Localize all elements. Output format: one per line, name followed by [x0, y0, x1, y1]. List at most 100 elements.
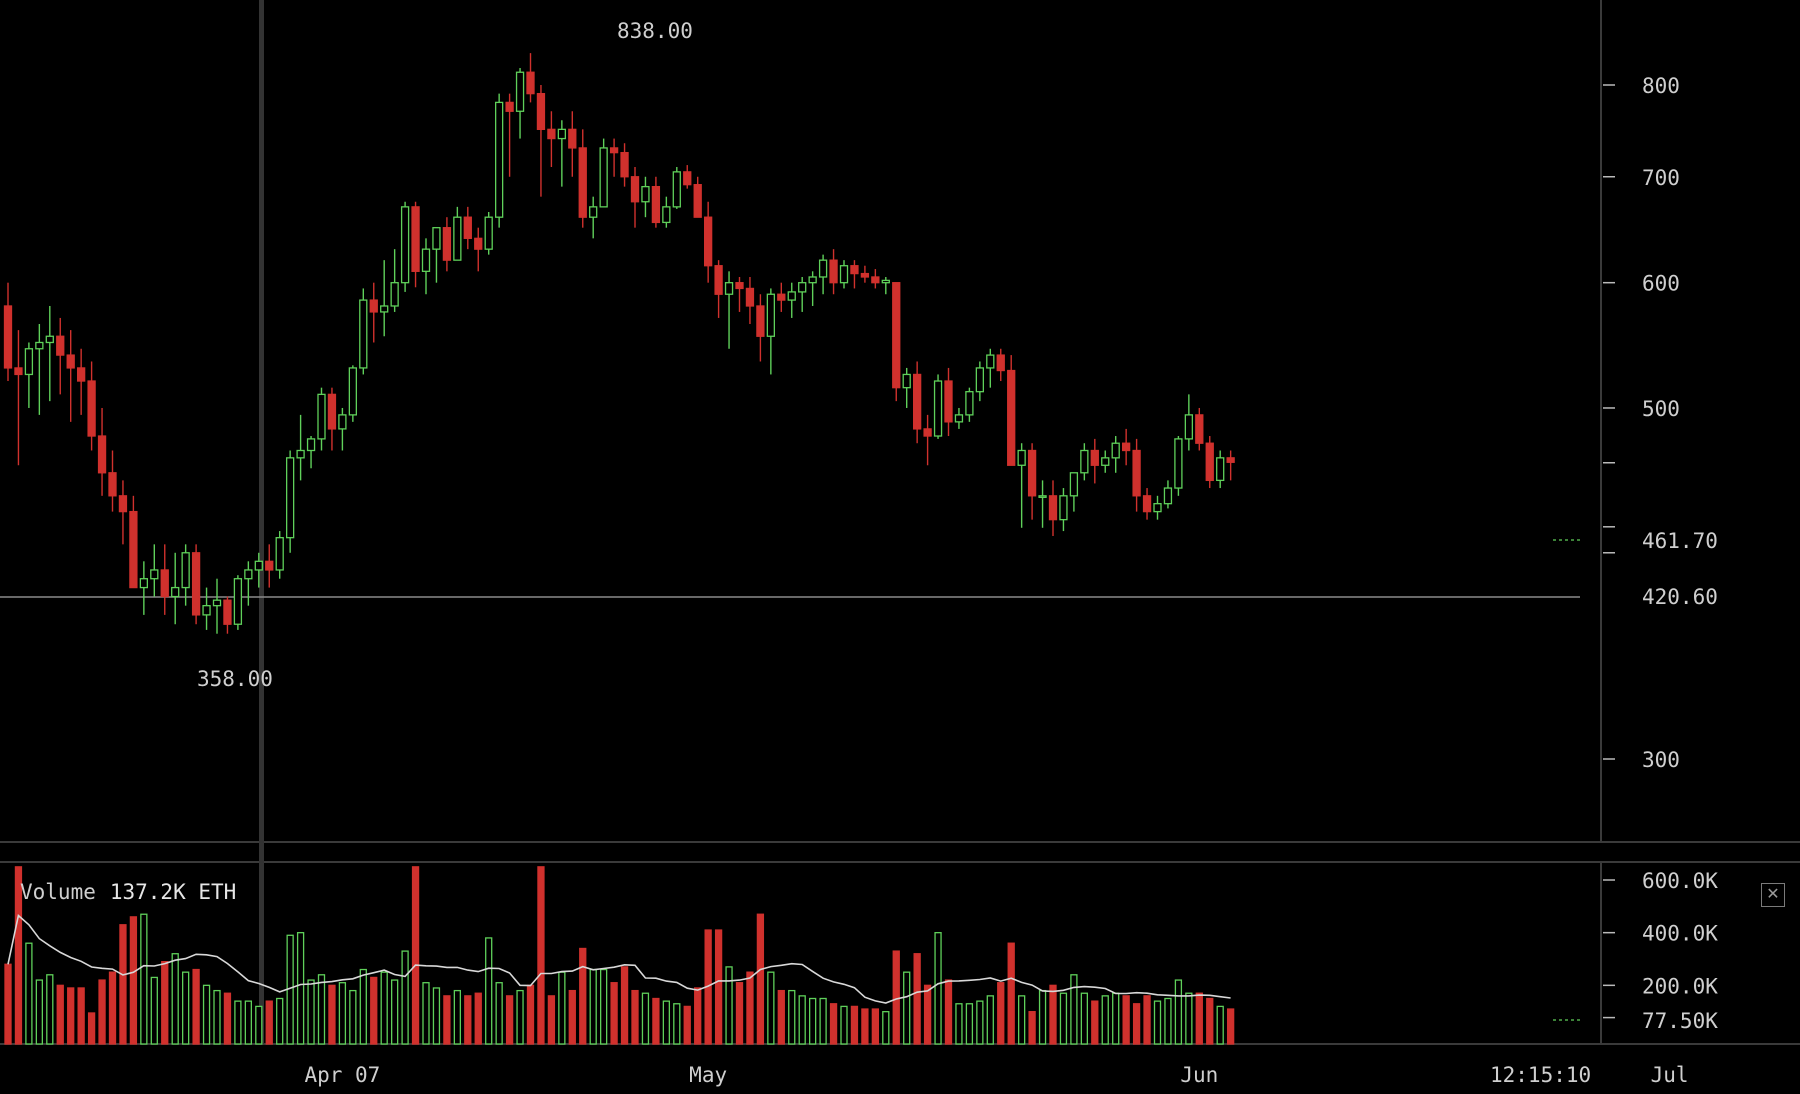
volume-bar-up	[296, 932, 305, 1045]
volume-bar-up	[234, 1000, 242, 1045]
candle-down	[609, 147, 619, 154]
volume-tick-label: 600.0K	[1642, 869, 1718, 893]
candle-down	[1007, 369, 1016, 466]
candle-down	[871, 276, 880, 284]
candle-up	[421, 248, 431, 272]
candle-up	[1069, 472, 1079, 497]
candle-up	[150, 569, 159, 580]
candle-up	[599, 147, 608, 208]
crosshair-price-label: 420.60	[1642, 585, 1718, 609]
candle-down	[77, 367, 86, 382]
candle-down	[118, 495, 128, 513]
candle-up	[233, 578, 243, 625]
volume-bar-down	[77, 987, 85, 1045]
volume-bar-up	[725, 966, 733, 1045]
volume-bar-up	[558, 971, 566, 1045]
volume-bar-down	[1028, 1011, 1036, 1045]
volume-bar-down	[579, 947, 587, 1045]
candle-up	[881, 279, 890, 284]
volume-bar-up	[1185, 992, 1193, 1045]
candle-down	[777, 293, 786, 301]
candle-down	[1195, 414, 1204, 444]
volume-bar-up	[317, 974, 326, 1045]
volume-bar-down	[861, 1008, 869, 1045]
volume-bar-up	[380, 971, 388, 1045]
candle-down	[1122, 442, 1131, 452]
volume-bar-down	[923, 984, 932, 1045]
candle-up	[338, 414, 347, 430]
close-volume-pane-button[interactable]: ✕	[1761, 883, 1785, 907]
volume-bar-down	[4, 963, 12, 1045]
volume-bar-up	[495, 982, 503, 1045]
candle-down	[14, 367, 23, 376]
candle-up	[359, 299, 368, 369]
candle-down	[735, 282, 744, 290]
candle-up	[35, 341, 44, 350]
candle-up	[453, 216, 462, 261]
volume-bar-down	[129, 916, 138, 1045]
volume-bar-down	[683, 1005, 691, 1045]
candle-up	[818, 259, 828, 278]
candle-down	[578, 147, 587, 218]
candle-down	[160, 569, 169, 598]
candle-down	[704, 216, 713, 267]
volume-bar-down	[98, 979, 106, 1045]
candle-down	[463, 216, 472, 239]
volume-bar-down	[997, 982, 1005, 1045]
candle-up	[766, 293, 775, 337]
crosshair-vertical	[259, 0, 264, 1044]
volume-bar-up	[432, 987, 441, 1045]
candle-up	[954, 414, 964, 423]
volume-bar-down	[694, 987, 702, 1045]
volume-bar-up	[401, 950, 409, 1045]
candle-down	[87, 380, 96, 437]
volume-bar-up	[35, 979, 43, 1045]
candle-down	[547, 128, 556, 140]
volume-legend-label: Volume	[20, 880, 96, 904]
candle-up	[348, 367, 358, 416]
candle-down	[108, 472, 117, 497]
candle-up	[589, 206, 598, 218]
candle-up	[202, 605, 211, 616]
volume-bar-down	[119, 924, 127, 1045]
candle-down	[1048, 495, 1058, 521]
candle-down	[66, 354, 75, 369]
price-tick-label: 700	[1642, 166, 1680, 190]
candle-up	[285, 457, 295, 539]
volume-bar-down	[568, 989, 576, 1045]
price-tick-label: 300	[1642, 748, 1680, 772]
volume-bar-up	[882, 1011, 890, 1045]
volume-bar-down	[14, 866, 23, 1045]
volume-bar-up	[965, 1003, 974, 1045]
volume-tick-label: 400.0K	[1642, 922, 1718, 946]
candle-up	[975, 367, 984, 393]
volume-legend: Volume 137.2K ETH	[20, 880, 236, 904]
volume-bar-up	[1101, 995, 1109, 1045]
candle-down	[944, 380, 953, 423]
candle-up	[275, 537, 284, 571]
candle-down	[1226, 457, 1235, 463]
volume-bar-up	[202, 984, 211, 1045]
candle-down	[1027, 449, 1037, 497]
candle-up	[45, 335, 54, 344]
volume-bar-down	[328, 984, 336, 1045]
volume-bar-down	[67, 987, 75, 1045]
volume-bar-down	[1143, 995, 1151, 1045]
price-tick-label: 800	[1642, 74, 1680, 98]
candle-up	[306, 438, 316, 452]
candle-up	[254, 560, 263, 571]
volume-bar-up	[349, 989, 357, 1045]
volume-bar-up	[840, 1005, 848, 1045]
x-axis-tick-label: May	[689, 1063, 727, 1087]
volume-bar-up	[819, 997, 827, 1045]
candle-down	[1132, 449, 1141, 497]
volume-bar-up	[390, 979, 399, 1045]
candle-down	[568, 128, 577, 149]
candle-up	[1184, 414, 1193, 440]
candle-up	[380, 305, 389, 313]
candle-down	[536, 92, 546, 130]
candle-down	[327, 393, 337, 430]
candle-up	[1017, 449, 1026, 466]
candle-up	[24, 348, 34, 376]
